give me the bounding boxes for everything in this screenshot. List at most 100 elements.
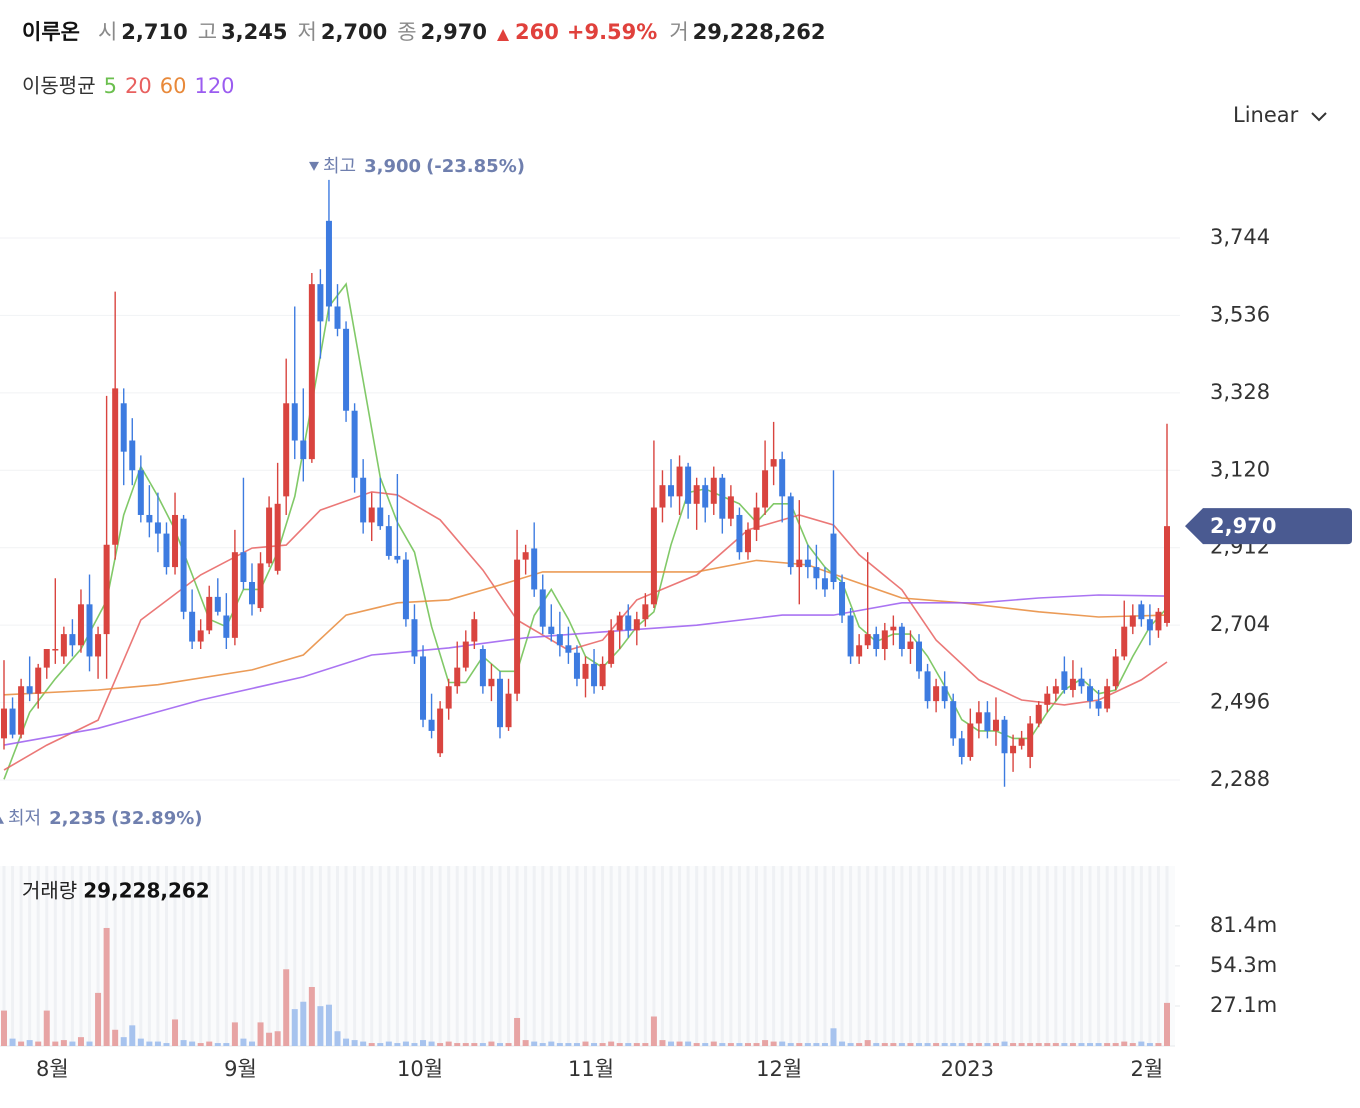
volume-stripe <box>951 866 955 1046</box>
volume-stripe <box>139 866 143 1046</box>
x-tick-label: 10월 <box>397 1057 443 1081</box>
volume-bar <box>762 1040 769 1046</box>
volume-stripe <box>96 866 100 1046</box>
volume-bar <box>1129 1043 1136 1046</box>
volume-stripe <box>1105 866 1109 1046</box>
volume-bar <box>1044 1043 1051 1046</box>
volume-stripe <box>412 866 416 1046</box>
volume-bar <box>137 1038 144 1046</box>
candle-body <box>420 656 427 720</box>
volume-bar <box>454 1043 461 1046</box>
last-price-badge <box>1185 508 1352 545</box>
volume-stripe <box>814 866 818 1046</box>
volume-bar <box>727 1043 734 1046</box>
volume-bar <box>240 1038 247 1046</box>
volume-bar <box>1155 1043 1162 1046</box>
candle-body <box>43 649 50 668</box>
candle-body <box>445 686 452 709</box>
volume-bar <box>428 1041 435 1046</box>
volume-stripe <box>532 866 536 1046</box>
candle-body <box>693 485 700 504</box>
chevron-icon[interactable] <box>1311 112 1327 122</box>
volume-stripe <box>584 866 587 1046</box>
candle-body <box>599 663 606 687</box>
volume-stripe <box>164 866 168 1046</box>
volume-stripe <box>985 866 989 1046</box>
volume-bar <box>890 1043 897 1046</box>
volume-bar <box>120 1037 127 1046</box>
x-tick-label: 12월 <box>756 1057 802 1081</box>
candle-body <box>385 526 392 556</box>
volume-stripe <box>968 866 972 1046</box>
volume-stripe <box>1131 866 1135 1046</box>
volume-bar <box>69 1041 76 1046</box>
volume-bar <box>693 1043 700 1046</box>
volume-stripe <box>797 866 801 1046</box>
quote-value: 2,700 <box>321 20 387 44</box>
candle-body <box>129 440 136 471</box>
scale-button-label[interactable]: Linear <box>1233 103 1299 127</box>
candle-body <box>864 634 871 646</box>
candle-body <box>702 485 709 508</box>
volume-stripe <box>831 866 835 1046</box>
volume-bar <box>907 1043 914 1046</box>
volume-stripe <box>241 866 245 1046</box>
volume-bar <box>642 1043 649 1046</box>
candle-body <box>744 529 751 553</box>
candle-body <box>668 485 675 497</box>
candle-body <box>1001 719 1008 754</box>
volume-stripe <box>900 866 904 1046</box>
volume-bar <box>1018 1043 1025 1046</box>
candle-body <box>274 503 281 571</box>
candle-body <box>52 649 59 651</box>
volume-bar <box>300 1001 307 1046</box>
volume-stripe <box>2 866 6 1046</box>
volume-bar <box>274 1031 281 1046</box>
candle-body <box>933 686 940 702</box>
volume-stripe <box>695 866 699 1046</box>
volume-bar <box>223 1043 230 1046</box>
volume-bar <box>950 1043 957 1046</box>
volume-bar <box>710 1041 717 1046</box>
volume-bar <box>685 1041 692 1046</box>
candle-body <box>368 507 375 523</box>
candle-body <box>787 496 794 568</box>
volume-stripe <box>62 866 66 1046</box>
volume-stripe <box>113 866 117 1046</box>
scale-button[interactable]: Linear <box>1233 103 1327 127</box>
volume-stripe <box>130 866 134 1046</box>
volume-stripe <box>780 866 784 1046</box>
candle-body <box>770 459 777 467</box>
volume-bar <box>898 1043 905 1046</box>
volume-stripe <box>387 866 391 1046</box>
volume-stripe <box>404 866 408 1046</box>
candle-body <box>77 604 84 646</box>
candle-body <box>992 719 999 731</box>
volume-stripe <box>190 866 194 1046</box>
quote-value: 2,710 <box>121 20 187 44</box>
volume-bar <box>1112 1043 1119 1046</box>
volume-bar <box>736 1043 743 1046</box>
candle-body <box>642 604 649 620</box>
candle-body <box>163 533 170 568</box>
volume-stripe <box>866 866 870 1046</box>
volume-bar <box>616 1043 623 1046</box>
volume-bar <box>411 1043 418 1046</box>
candle-body <box>881 630 888 650</box>
volume-bar <box>1164 1002 1170 1046</box>
y-tick-label: 3,328 <box>1210 380 1270 404</box>
candle-body <box>608 630 615 664</box>
volume-bar <box>1027 1043 1034 1046</box>
volume-bar <box>1035 1043 1042 1046</box>
volume-stripe <box>438 866 442 1046</box>
volume-stripe <box>849 866 853 1046</box>
volume-stripe <box>1156 866 1160 1046</box>
candle-body <box>591 663 598 687</box>
volume-stripe <box>293 866 297 1046</box>
volume-stripe <box>686 866 690 1046</box>
volume-stripe <box>857 866 861 1046</box>
candle-body <box>214 596 221 612</box>
volume-stripe <box>36 866 40 1046</box>
volume-stripe <box>224 866 228 1046</box>
volume-bar <box>1001 1041 1008 1046</box>
